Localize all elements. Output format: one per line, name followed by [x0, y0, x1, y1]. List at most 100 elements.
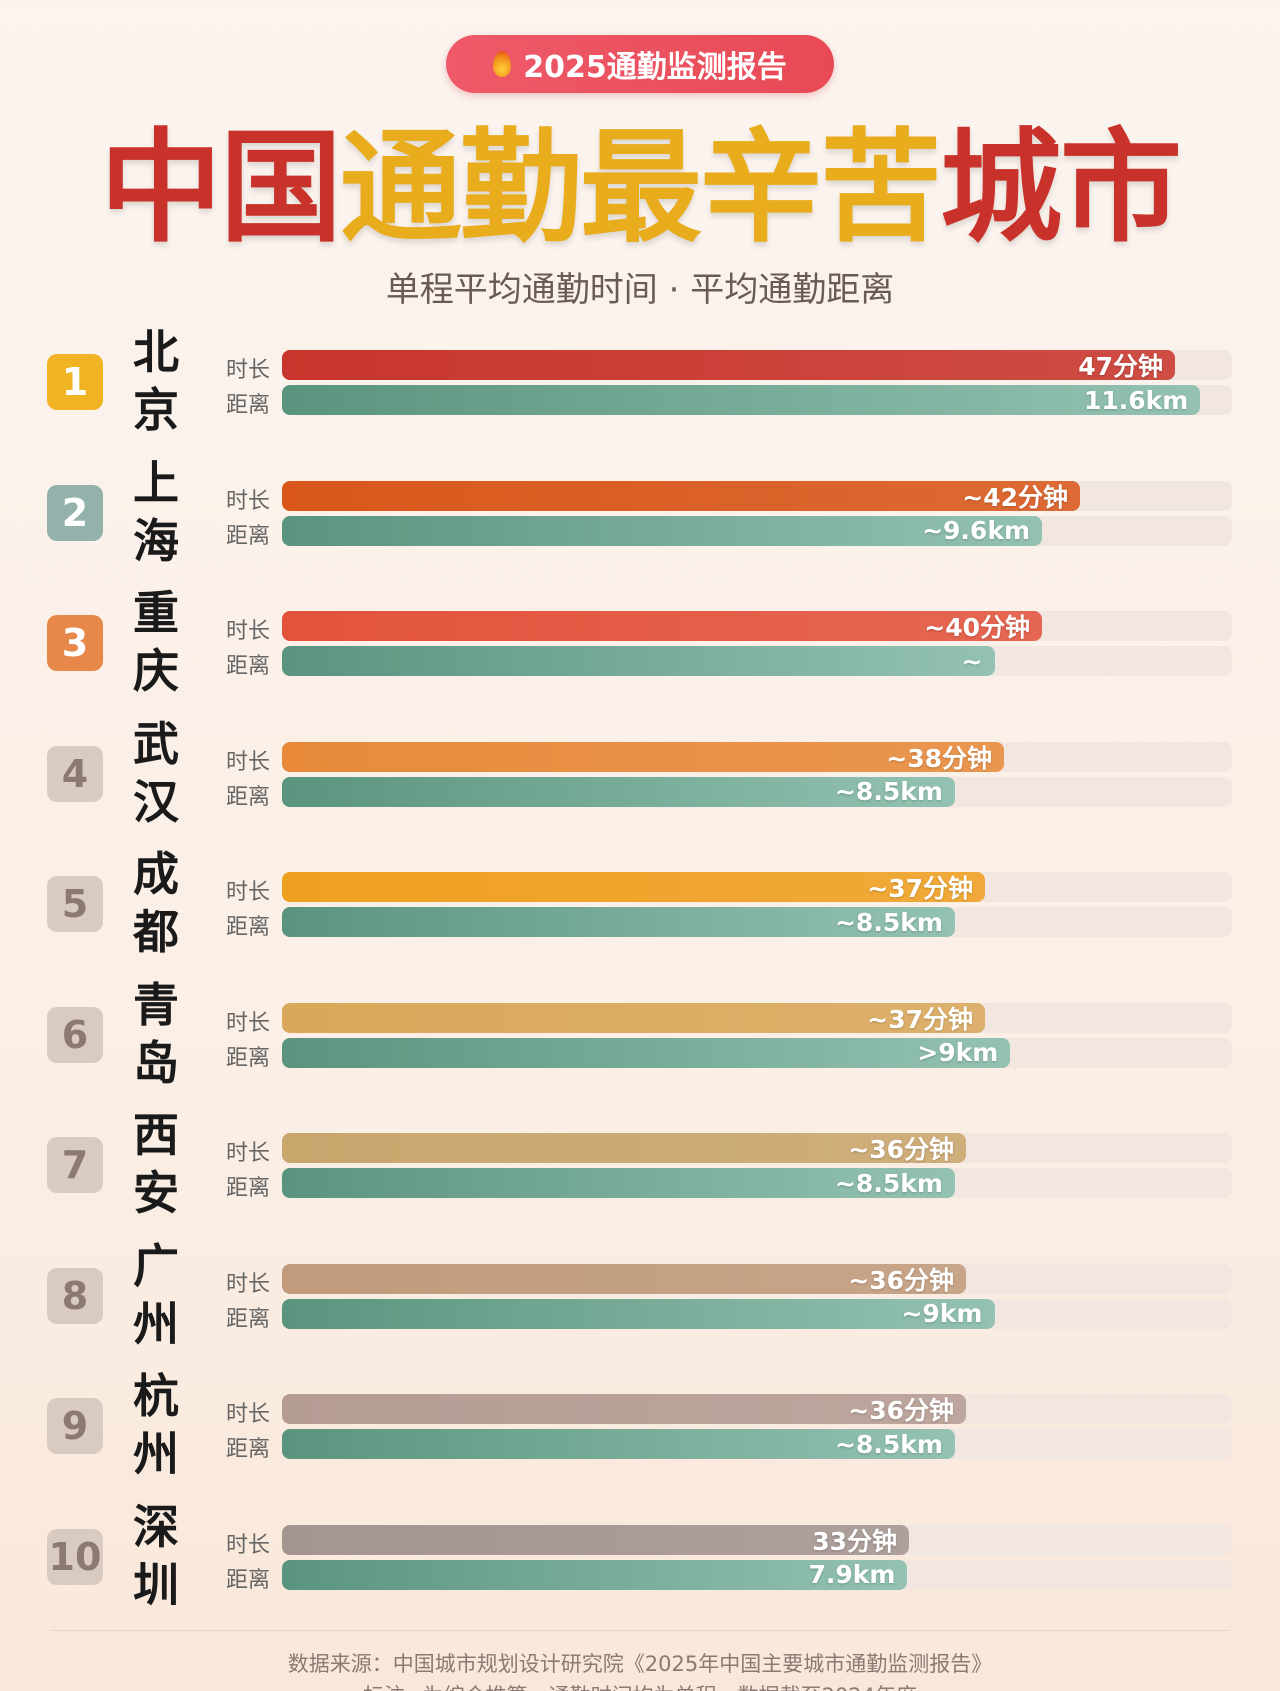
distance-value-label: ~8.5km	[834, 907, 943, 937]
source-note: 数据来源：中国城市规划设计研究院《2025年中国主要城市通勤监测报告》	[287, 1652, 993, 1676]
distance-label: 距离	[226, 654, 271, 679]
city-name-char: 重	[133, 586, 179, 640]
time-label: 时长	[226, 1402, 271, 1427]
rank-badge: 7	[47, 1137, 103, 1193]
time-bar: 47分钟	[282, 350, 1175, 381]
rank-badge: 10	[47, 1528, 103, 1585]
title-part: 通勤最辛苦	[340, 117, 942, 259]
city-row: 3 重 庆 时长 距离 ~40分钟 ~	[0, 583, 1280, 713]
time-value-label: ~38分钟	[886, 743, 992, 773]
distance-value-label: ~9km	[901, 1299, 983, 1328]
report-badge-text: 2025通勤监测报告	[523, 50, 787, 85]
distance-label: 距离	[226, 915, 271, 940]
time-label: 时长	[226, 358, 271, 383]
time-track: 47分钟	[282, 350, 1232, 381]
city-row: 2 上 海 时长 距离 ~42分钟 ~9.6km	[0, 453, 1280, 583]
title-part: 中国	[100, 117, 342, 259]
distance-label: 距离	[226, 1437, 271, 1462]
distance-bar: >9km	[282, 1037, 1011, 1068]
city-name-char: 海	[133, 513, 179, 568]
time-bar: ~37分钟	[282, 872, 985, 903]
time-track: 33分钟	[282, 1524, 1232, 1556]
city-row: 5 成 都 时长 距离 ~37分钟 ~8.5km	[0, 844, 1280, 974]
time-value-label: ~36分钟	[848, 1396, 954, 1425]
distance-value-label: ~9.6km	[922, 516, 1030, 545]
distance-label: 距离	[226, 523, 271, 549]
city-row: 4 武 汉 时长 距离 ~38分钟 ~8.5km	[0, 714, 1280, 844]
distance-bar: ~	[282, 646, 995, 676]
time-bar: ~36分钟	[282, 1263, 966, 1295]
time-value-label: ~40分钟	[924, 613, 1030, 642]
rank-badge: 9	[47, 1398, 103, 1454]
time-label: 时长	[226, 1532, 271, 1558]
city-row: 8 广 州 时长 距离 ~36分钟 ~9km	[0, 1236, 1280, 1366]
city-name-char: 青	[133, 977, 179, 1032]
distance-bar: ~8.5km	[282, 907, 955, 937]
distance-label: 距离	[226, 393, 271, 418]
page-title: 中国通勤最辛苦城市	[0, 118, 1280, 258]
distance-track: ~8.5km	[282, 907, 1232, 937]
subtitle: 单程平均通勤时间 · 平均通勤距离	[385, 270, 895, 310]
distance-label: 距离	[226, 1176, 271, 1201]
city-name-char: 北	[133, 325, 179, 379]
rank-badge: 4	[47, 745, 103, 802]
rank-badge: 1	[47, 354, 103, 410]
time-bar: ~36分钟	[282, 1133, 966, 1164]
time-track: ~36分钟	[282, 1394, 1232, 1425]
distance-track: ~9.6km	[282, 515, 1232, 546]
time-label: 时长	[226, 619, 271, 644]
distance-track: ~	[282, 646, 1232, 676]
city-name-char: 深	[133, 1499, 179, 1554]
distance-value-label: 11.6km	[1083, 385, 1189, 415]
time-label: 时长	[226, 1141, 271, 1166]
time-track: ~40分钟	[282, 611, 1232, 642]
city-name-char: 成	[133, 847, 179, 901]
report-badge: 2025通勤监测报告	[446, 35, 834, 93]
distance-value-label: ~8.5km	[834, 1168, 943, 1198]
distance-bar: 7.9km	[282, 1559, 908, 1590]
distance-track: 11.6km	[282, 385, 1232, 415]
distance-value-label: ~	[961, 646, 983, 676]
city-name-char: 杭	[133, 1369, 179, 1423]
city-name-char: 西	[133, 1108, 179, 1162]
distance-track: 7.9km	[282, 1559, 1232, 1590]
distance-value-label: >9km	[917, 1038, 999, 1067]
city-name-char: 上	[133, 455, 179, 510]
distance-value-label: 7.9km	[808, 1560, 896, 1589]
time-value-label: ~37分钟	[867, 874, 973, 903]
rank-badge: 2	[47, 484, 103, 541]
city-row: 1 北 京 时长 距离 47分钟 11.6km	[0, 322, 1280, 452]
distance-track: ~8.5km	[282, 776, 1232, 807]
time-track: ~42分钟	[282, 480, 1232, 512]
city-name-char: 岛	[133, 1035, 179, 1090]
time-track: ~37分钟	[282, 872, 1232, 903]
city-name-char: 安	[133, 1166, 179, 1220]
city-name-char: 都	[133, 905, 179, 959]
city-name-char: 汉	[133, 774, 179, 829]
distance-label: 距离	[226, 1045, 271, 1071]
distance-bar: ~8.5km	[282, 776, 955, 807]
distance-value-label: ~8.5km	[834, 777, 943, 806]
footnote: 标注~为综合推算，通勤时间均为单程，数据截至2024年度	[0, 1680, 1280, 1691]
flame-icon	[493, 51, 512, 77]
time-track: ~36分钟	[282, 1133, 1232, 1164]
title-part: 城市	[940, 117, 1182, 259]
distance-track: ~8.5km	[282, 1168, 1232, 1198]
city-row: 9 杭 州 时长 距离 ~36分钟 ~8.5km	[0, 1366, 1280, 1496]
city-name-char: 州	[133, 1427, 179, 1481]
city-name-char: 州	[133, 1296, 179, 1351]
distance-bar: 11.6km	[282, 385, 1201, 415]
rank-badge: 5	[47, 876, 103, 932]
time-label: 时长	[226, 1271, 271, 1297]
time-bar: ~40分钟	[282, 611, 1042, 642]
time-value-label: ~37分钟	[867, 1004, 973, 1034]
city-name-char: 京	[133, 383, 179, 437]
time-label: 时长	[226, 488, 271, 514]
rank-badge: 6	[47, 1006, 103, 1063]
time-label: 时长	[226, 749, 271, 775]
time-bar: ~36分钟	[282, 1394, 966, 1425]
time-value-label: ~36分钟	[848, 1265, 954, 1295]
distance-bar: ~9km	[282, 1298, 995, 1329]
city-row: 10 深 圳 时长 距离 33分钟 7.9km	[0, 1497, 1280, 1627]
time-value-label: 47分钟	[1078, 352, 1163, 381]
